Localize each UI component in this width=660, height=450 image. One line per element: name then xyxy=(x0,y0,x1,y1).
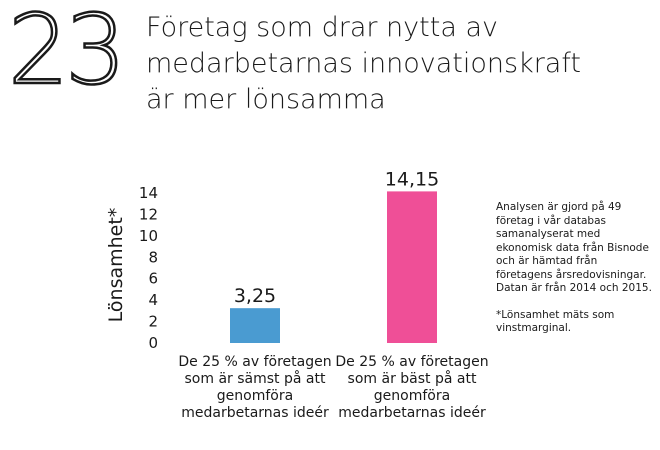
category-label-line: De 25 % av företagen xyxy=(178,354,331,370)
headline-line-1: Företag som drar nytta av xyxy=(146,12,498,43)
category-label-line: medarbetarnas ideér xyxy=(181,405,329,421)
value-labels: 3,25 14,15 xyxy=(234,168,439,307)
y-tick-label: 8 xyxy=(148,248,158,266)
category-label-line: De 25 % av företagen xyxy=(335,354,488,370)
footnote: *Lönsamhet mäts som vinstmarginal. xyxy=(496,308,615,335)
y-tick-label: 10 xyxy=(139,227,158,245)
category-label-line: genomföra xyxy=(374,388,450,404)
y-tick-label: 14 xyxy=(139,184,158,202)
bar-value-label: 14,15 xyxy=(385,168,439,190)
category-label-line: genomföra xyxy=(217,388,293,404)
category-label-line: medarbetarnas ideér xyxy=(338,405,486,421)
y-tick-label: 2 xyxy=(148,313,158,331)
method-note: Analysen är gjord på 49 företag i vår da… xyxy=(496,201,652,294)
y-tick-label: 0 xyxy=(148,334,158,352)
bar-value-label: 3,25 xyxy=(234,285,276,307)
y-tick-label: 4 xyxy=(148,291,158,309)
category-label-line: som är sämst på att xyxy=(185,370,326,387)
headline-line-2: medarbetarnas innovationskraft xyxy=(146,48,581,79)
y-tick-label: 6 xyxy=(148,270,158,288)
y-axis-label: Lönsamhet* xyxy=(105,208,127,323)
y-tick-label: 12 xyxy=(139,205,158,223)
bar-chart: Lönsamhet* 0 2 4 6 8 10 12 14 3,25 14,15 De 25 %… xyxy=(105,168,489,421)
chart-number: 23 xyxy=(7,0,128,106)
headline-line-3: är mer lönsamma xyxy=(146,84,386,115)
category-label-line: som är bäst på att xyxy=(348,370,477,387)
bars xyxy=(230,191,437,343)
side-note: Analysen är gjord på 49 företag i vår da… xyxy=(496,201,656,349)
bar xyxy=(387,191,437,343)
chart-headline: Företag som drar nytta av medarbetarnas … xyxy=(146,10,646,118)
bar xyxy=(230,308,280,343)
y-axis-ticks: 0 2 4 6 8 10 12 14 xyxy=(139,184,158,352)
